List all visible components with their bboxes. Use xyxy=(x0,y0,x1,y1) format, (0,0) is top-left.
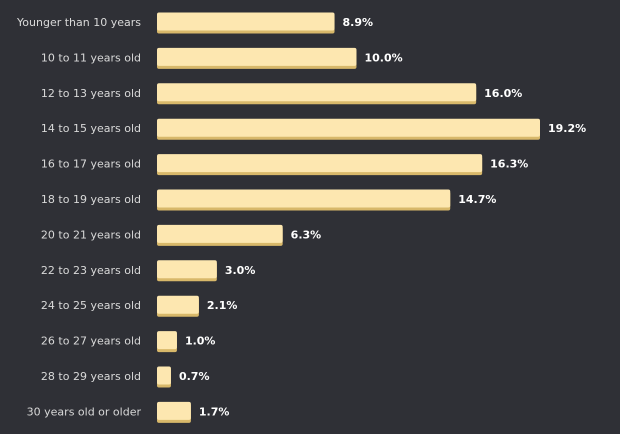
bar-row: 16 to 17 years old 16.3% xyxy=(41,154,528,176)
bar-row: 20 to 21 years old 6.3% xyxy=(41,224,322,246)
category-label: 24 to 25 years old xyxy=(41,299,141,312)
value-label: 0.7% xyxy=(179,370,210,383)
value-label: 2.1% xyxy=(207,299,238,312)
bar xyxy=(157,118,540,137)
category-label: 30 years old or older xyxy=(27,405,142,418)
bar xyxy=(157,366,171,385)
bar xyxy=(157,260,217,279)
category-label: 20 to 21 years old xyxy=(41,228,141,241)
value-label: 6.3% xyxy=(291,228,322,241)
bar xyxy=(157,401,191,420)
bar-row: 10 to 11 years old 10.0% xyxy=(41,47,403,69)
bar xyxy=(157,47,357,66)
bar-row: 12 to 13 years old 16.0% xyxy=(41,83,522,105)
bar-row: 26 to 27 years old 1.0% xyxy=(41,331,216,353)
bar-row: 30 years old or older 1.7% xyxy=(27,401,230,423)
bar xyxy=(157,295,199,314)
value-label: 16.3% xyxy=(490,158,528,171)
category-label: 12 to 13 years old xyxy=(41,87,141,100)
bar-row: 28 to 29 years old 0.7% xyxy=(41,366,210,388)
bar xyxy=(157,83,477,102)
bar xyxy=(157,331,177,350)
category-label: 28 to 29 years old xyxy=(41,370,141,383)
category-label: 26 to 27 years old xyxy=(41,335,141,348)
bar-row: 24 to 25 years old 2.1% xyxy=(41,295,238,317)
value-label: 8.9% xyxy=(343,16,374,29)
bar-row: Younger than 10 years 8.9% xyxy=(16,12,374,34)
category-label: Younger than 10 years xyxy=(16,16,141,29)
value-label: 10.0% xyxy=(364,51,402,64)
bar-row: 18 to 19 years old 14.7% xyxy=(41,189,496,211)
value-label: 1.0% xyxy=(185,335,216,348)
value-label: 19.2% xyxy=(548,122,586,135)
category-label: 16 to 17 years old xyxy=(41,158,141,171)
bar xyxy=(157,224,283,243)
category-label: 14 to 15 years old xyxy=(41,122,141,135)
bar xyxy=(157,12,335,31)
category-label: 18 to 19 years old xyxy=(41,193,141,206)
bar xyxy=(157,189,451,208)
category-label: 10 to 11 years old xyxy=(41,51,141,64)
value-label: 14.7% xyxy=(458,193,496,206)
category-label: 22 to 23 years old xyxy=(41,264,141,277)
value-label: 1.7% xyxy=(199,405,230,418)
bar-row: 22 to 23 years old 3.0% xyxy=(41,260,256,282)
bar xyxy=(157,154,483,173)
value-label: 16.0% xyxy=(484,87,522,100)
value-label: 3.0% xyxy=(225,264,256,277)
bar-row: 14 to 15 years old 19.2% xyxy=(41,118,586,140)
